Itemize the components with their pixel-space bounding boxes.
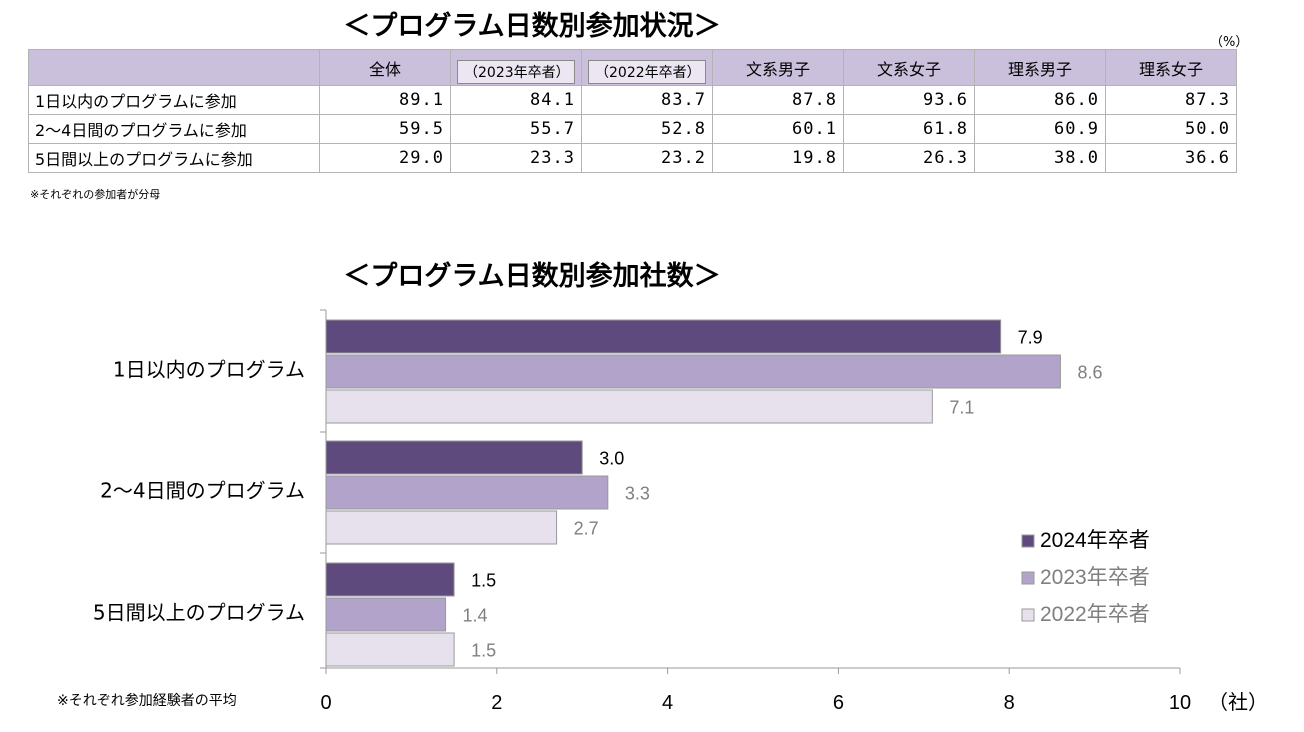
bar: [325, 319, 1002, 354]
table-cell: 19.8: [712, 143, 844, 173]
category-label: 1日以内のプログラム: [113, 358, 305, 382]
table-cell: 83.7: [581, 85, 713, 115]
bar: [325, 510, 558, 545]
table-unit: （%）: [1210, 35, 1249, 50]
data-label: 1.5: [471, 571, 496, 591]
category-label: 5日間以上のプログラム: [93, 601, 305, 625]
table-cell: 23.2: [581, 143, 713, 173]
bar: [325, 389, 933, 424]
table-cell: 93.6: [843, 85, 975, 115]
table-cell: 55.7: [450, 114, 582, 144]
data-label: 1.5: [471, 641, 496, 661]
bar: [325, 354, 1061, 389]
bar: [325, 440, 583, 475]
table-header-row: 全体 （2023年卒者） （2022年卒者） 文系男子 文系女子 理系男子 理系…: [28, 49, 1237, 86]
bar: [325, 475, 609, 510]
data-label: 2.7: [574, 519, 599, 539]
legend-swatch: [1021, 571, 1035, 585]
table-row: 5日間以上のプログラムに参加 29.0 23.3 23.2 19.8 26.3 …: [28, 143, 1237, 173]
data-label: 8.6: [1077, 363, 1102, 383]
table-cell: 26.3: [843, 143, 975, 173]
participation-table: 全体 （2023年卒者） （2022年卒者） 文系男子 文系女子 理系男子 理系…: [28, 49, 1237, 173]
table-title: ＜プログラム日数別参加状況＞: [343, 11, 721, 42]
legend-label: 2024年卒者: [1040, 529, 1150, 552]
legend-swatch: [1021, 608, 1035, 622]
x-tick-label: 10: [1169, 692, 1191, 714]
header-sci-male: 理系男子: [974, 49, 1106, 86]
x-unit-label: （社）: [1208, 690, 1268, 714]
bar: [325, 632, 455, 667]
header-sci-female: 理系女子: [1105, 49, 1237, 86]
table-cell: 36.6: [1105, 143, 1237, 173]
data-label: 1.4: [463, 606, 488, 626]
chart-title: ＜プログラム日数別参加社数＞: [343, 261, 721, 292]
category-label: 2～4日間のプログラム: [100, 479, 305, 503]
legend-label: 2022年卒者: [1040, 603, 1150, 626]
legend-label: 2023年卒者: [1040, 566, 1150, 589]
table-cell: 60.1: [712, 114, 844, 144]
row-label: 1日以内のプログラムに参加: [28, 85, 320, 115]
table-cell: 52.8: [581, 114, 713, 144]
header-empty-cell: [28, 49, 320, 86]
table-cell: 86.0: [974, 85, 1106, 115]
table-cell: 29.0: [319, 143, 451, 173]
bar: [325, 597, 447, 632]
table-cell: 84.1: [450, 85, 582, 115]
row-label: 5日間以上のプログラムに参加: [28, 143, 320, 173]
x-tick-label: 6: [833, 692, 844, 714]
data-label: 7.9: [1018, 328, 1043, 348]
data-label: 3.3: [625, 484, 650, 504]
table-note: ※それぞれの参加者が分母: [30, 188, 161, 201]
x-tick-label: 4: [662, 692, 673, 714]
table-cell: 23.3: [450, 143, 582, 173]
x-tick-label: 0: [320, 692, 331, 714]
table-cell: 38.0: [974, 143, 1106, 173]
bar: [325, 562, 455, 597]
chart-note: ※それぞれ参加経験者の平均: [57, 693, 237, 709]
table-cell: 50.0: [1105, 114, 1237, 144]
header-2023: （2023年卒者）: [450, 49, 582, 86]
x-tick-label: 2: [491, 692, 502, 714]
x-tick-label: 8: [1004, 692, 1015, 714]
header-all: 全体: [319, 49, 451, 86]
data-label: 3.0: [599, 449, 624, 469]
table-row: 1日以内のプログラムに参加 89.1 84.1 83.7 87.8 93.6 8…: [28, 85, 1237, 115]
table-row: 2～4日間のプログラムに参加 59.5 55.7 52.8 60.1 61.8 …: [28, 114, 1237, 144]
header-hum-male: 文系男子: [712, 49, 844, 86]
data-label: 7.1: [949, 398, 974, 418]
legend-swatch: [1021, 534, 1035, 548]
